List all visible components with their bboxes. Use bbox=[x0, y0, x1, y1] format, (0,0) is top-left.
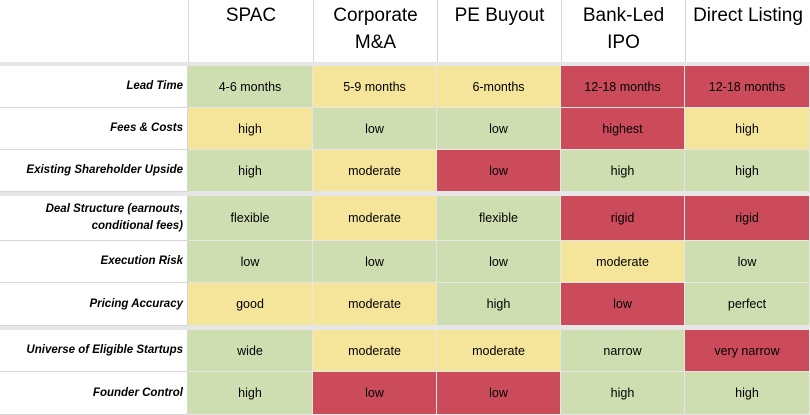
row-label: Existing Shareholder Upside bbox=[0, 150, 188, 192]
table-row: Lead Time 4-6 months 5-9 months 6-months 12-… bbox=[0, 66, 810, 108]
rating-cell: 6-months bbox=[437, 66, 561, 108]
rating-cell: moderate bbox=[313, 150, 437, 192]
rating-cell: high bbox=[188, 150, 313, 192]
rating-cell: rigid bbox=[561, 196, 685, 241]
rating-cell: good bbox=[188, 283, 313, 326]
column-header-pe-buyout: PE Buyout bbox=[437, 0, 561, 62]
rating-cell: low bbox=[437, 150, 561, 192]
header-corner bbox=[0, 0, 188, 62]
rating-cell: low bbox=[188, 241, 313, 283]
group-separator bbox=[0, 62, 810, 66]
rating-cell: low bbox=[561, 283, 685, 326]
rating-cell: moderate bbox=[437, 330, 561, 372]
row-label: Fees & Costs bbox=[0, 108, 188, 150]
rating-cell: low bbox=[313, 241, 437, 283]
rating-cell: high bbox=[561, 150, 685, 192]
table-row: Universe of Eligible Startups wide moderat… bbox=[0, 330, 810, 372]
column-header-bank-led-ipo-label: Bank-Led IPO bbox=[582, 5, 665, 53]
row-label: Deal Structure (earnouts, conditional fe… bbox=[0, 196, 188, 241]
rating-cell: low bbox=[437, 372, 561, 415]
rating-cell: low bbox=[437, 108, 561, 150]
column-header-spac: SPAC bbox=[188, 0, 313, 62]
table-row: Existing Shareholder Upside high moderate l… bbox=[0, 150, 810, 192]
rating-cell: 4-6 months bbox=[188, 66, 313, 108]
table-row: Pricing Accuracy good moderate high low perfe… bbox=[0, 283, 810, 326]
row-label: Universe of Eligible Startups bbox=[0, 330, 188, 372]
rating-cell: high bbox=[188, 372, 313, 415]
rating-cell: high bbox=[188, 108, 313, 150]
rating-cell: moderate bbox=[313, 283, 437, 326]
row-label: Execution Risk bbox=[0, 241, 188, 283]
rating-cell: moderate bbox=[313, 330, 437, 372]
rating-cell: 12-18 months bbox=[561, 66, 685, 108]
row-label: Founder Control bbox=[0, 372, 188, 415]
column-header-bank-led-ipo: Bank-Led IPO bbox=[561, 0, 685, 62]
rating-cell: high bbox=[685, 150, 810, 192]
table-row: Founder Control high low low high high bbox=[0, 372, 810, 415]
rating-cell: moderate bbox=[561, 241, 685, 283]
rating-cell: high bbox=[437, 283, 561, 326]
rating-cell: low bbox=[437, 241, 561, 283]
rating-cell: moderate bbox=[313, 196, 437, 241]
rating-cell: 12-18 months bbox=[685, 66, 810, 108]
group-separator bbox=[0, 326, 810, 330]
row-label: Lead Time bbox=[0, 66, 188, 108]
rating-cell: wide bbox=[188, 330, 313, 372]
rating-cell: highest bbox=[561, 108, 685, 150]
rating-cell: high bbox=[685, 108, 810, 150]
rating-cell: 5-9 months bbox=[313, 66, 437, 108]
table-row: Fees & Costs high low low highest high bbox=[0, 108, 810, 150]
rating-cell: rigid bbox=[685, 196, 810, 241]
rating-cell: perfect bbox=[685, 283, 810, 326]
column-header-corporate-ma: Corporate M&A bbox=[313, 0, 437, 62]
rating-cell: very narrow bbox=[685, 330, 810, 372]
rating-cell: flexible bbox=[188, 196, 313, 241]
column-header-direct-listing: Direct Listing bbox=[685, 0, 810, 62]
table-row: Deal Structure (earnouts, conditional fe… bbox=[0, 196, 810, 241]
column-header-corporate-ma-label: Corporate M&A bbox=[333, 5, 418, 53]
rating-cell: narrow bbox=[561, 330, 685, 372]
rating-cell: low bbox=[313, 108, 437, 150]
rating-cell: flexible bbox=[437, 196, 561, 241]
rating-cell: low bbox=[685, 241, 810, 283]
group-separator bbox=[0, 192, 810, 196]
rating-cell: high bbox=[561, 372, 685, 415]
table-row: Execution Risk low low low moderate low bbox=[0, 241, 810, 283]
rating-cell: low bbox=[313, 372, 437, 415]
row-label: Pricing Accuracy bbox=[0, 283, 188, 326]
rating-cell: high bbox=[685, 372, 810, 415]
